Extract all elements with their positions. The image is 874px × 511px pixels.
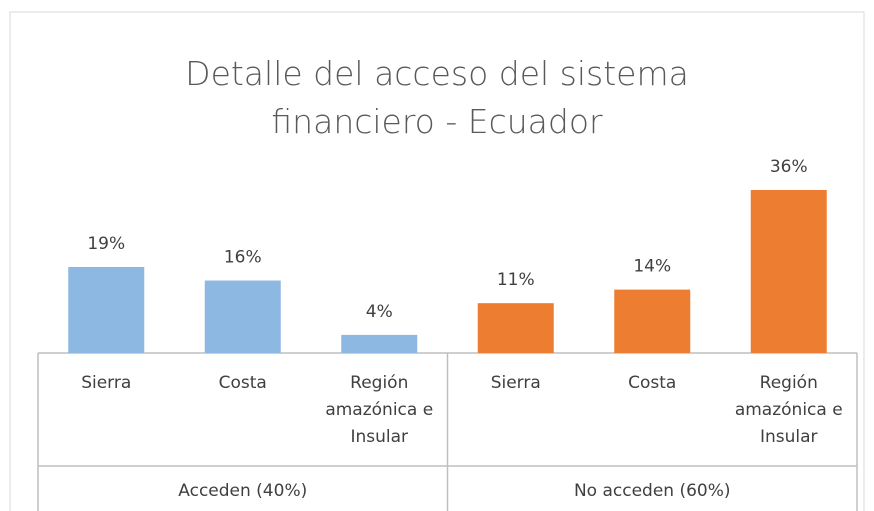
bar [614,289,691,353]
group-label: Acceden (40%) [178,481,308,501]
bar [341,334,418,353]
data-label: 4% [366,302,393,322]
data-label: 19% [87,234,125,254]
data-label: 14% [633,257,671,277]
category-label: Sierra [81,373,132,393]
chart-frame [9,11,865,511]
category-label: Costa [218,373,267,393]
category-label: Región amazónica e Insular [325,373,434,447]
category-label: Región amazónica e Insular [734,373,843,447]
data-label: 16% [224,248,262,268]
bar [477,303,554,353]
category-label: Sierra [490,373,541,393]
group-label: No acceden (60%) [573,481,731,501]
bar [68,266,145,353]
chart-title: Detalle del acceso del sistema financier… [185,54,689,141]
data-label: 36% [770,157,808,177]
title-box: Detalle del acceso del sistema financier… [0,50,874,146]
bar [204,280,281,353]
bar [750,190,827,353]
data-label: 11% [497,270,535,290]
category-label: Costa [628,373,677,393]
